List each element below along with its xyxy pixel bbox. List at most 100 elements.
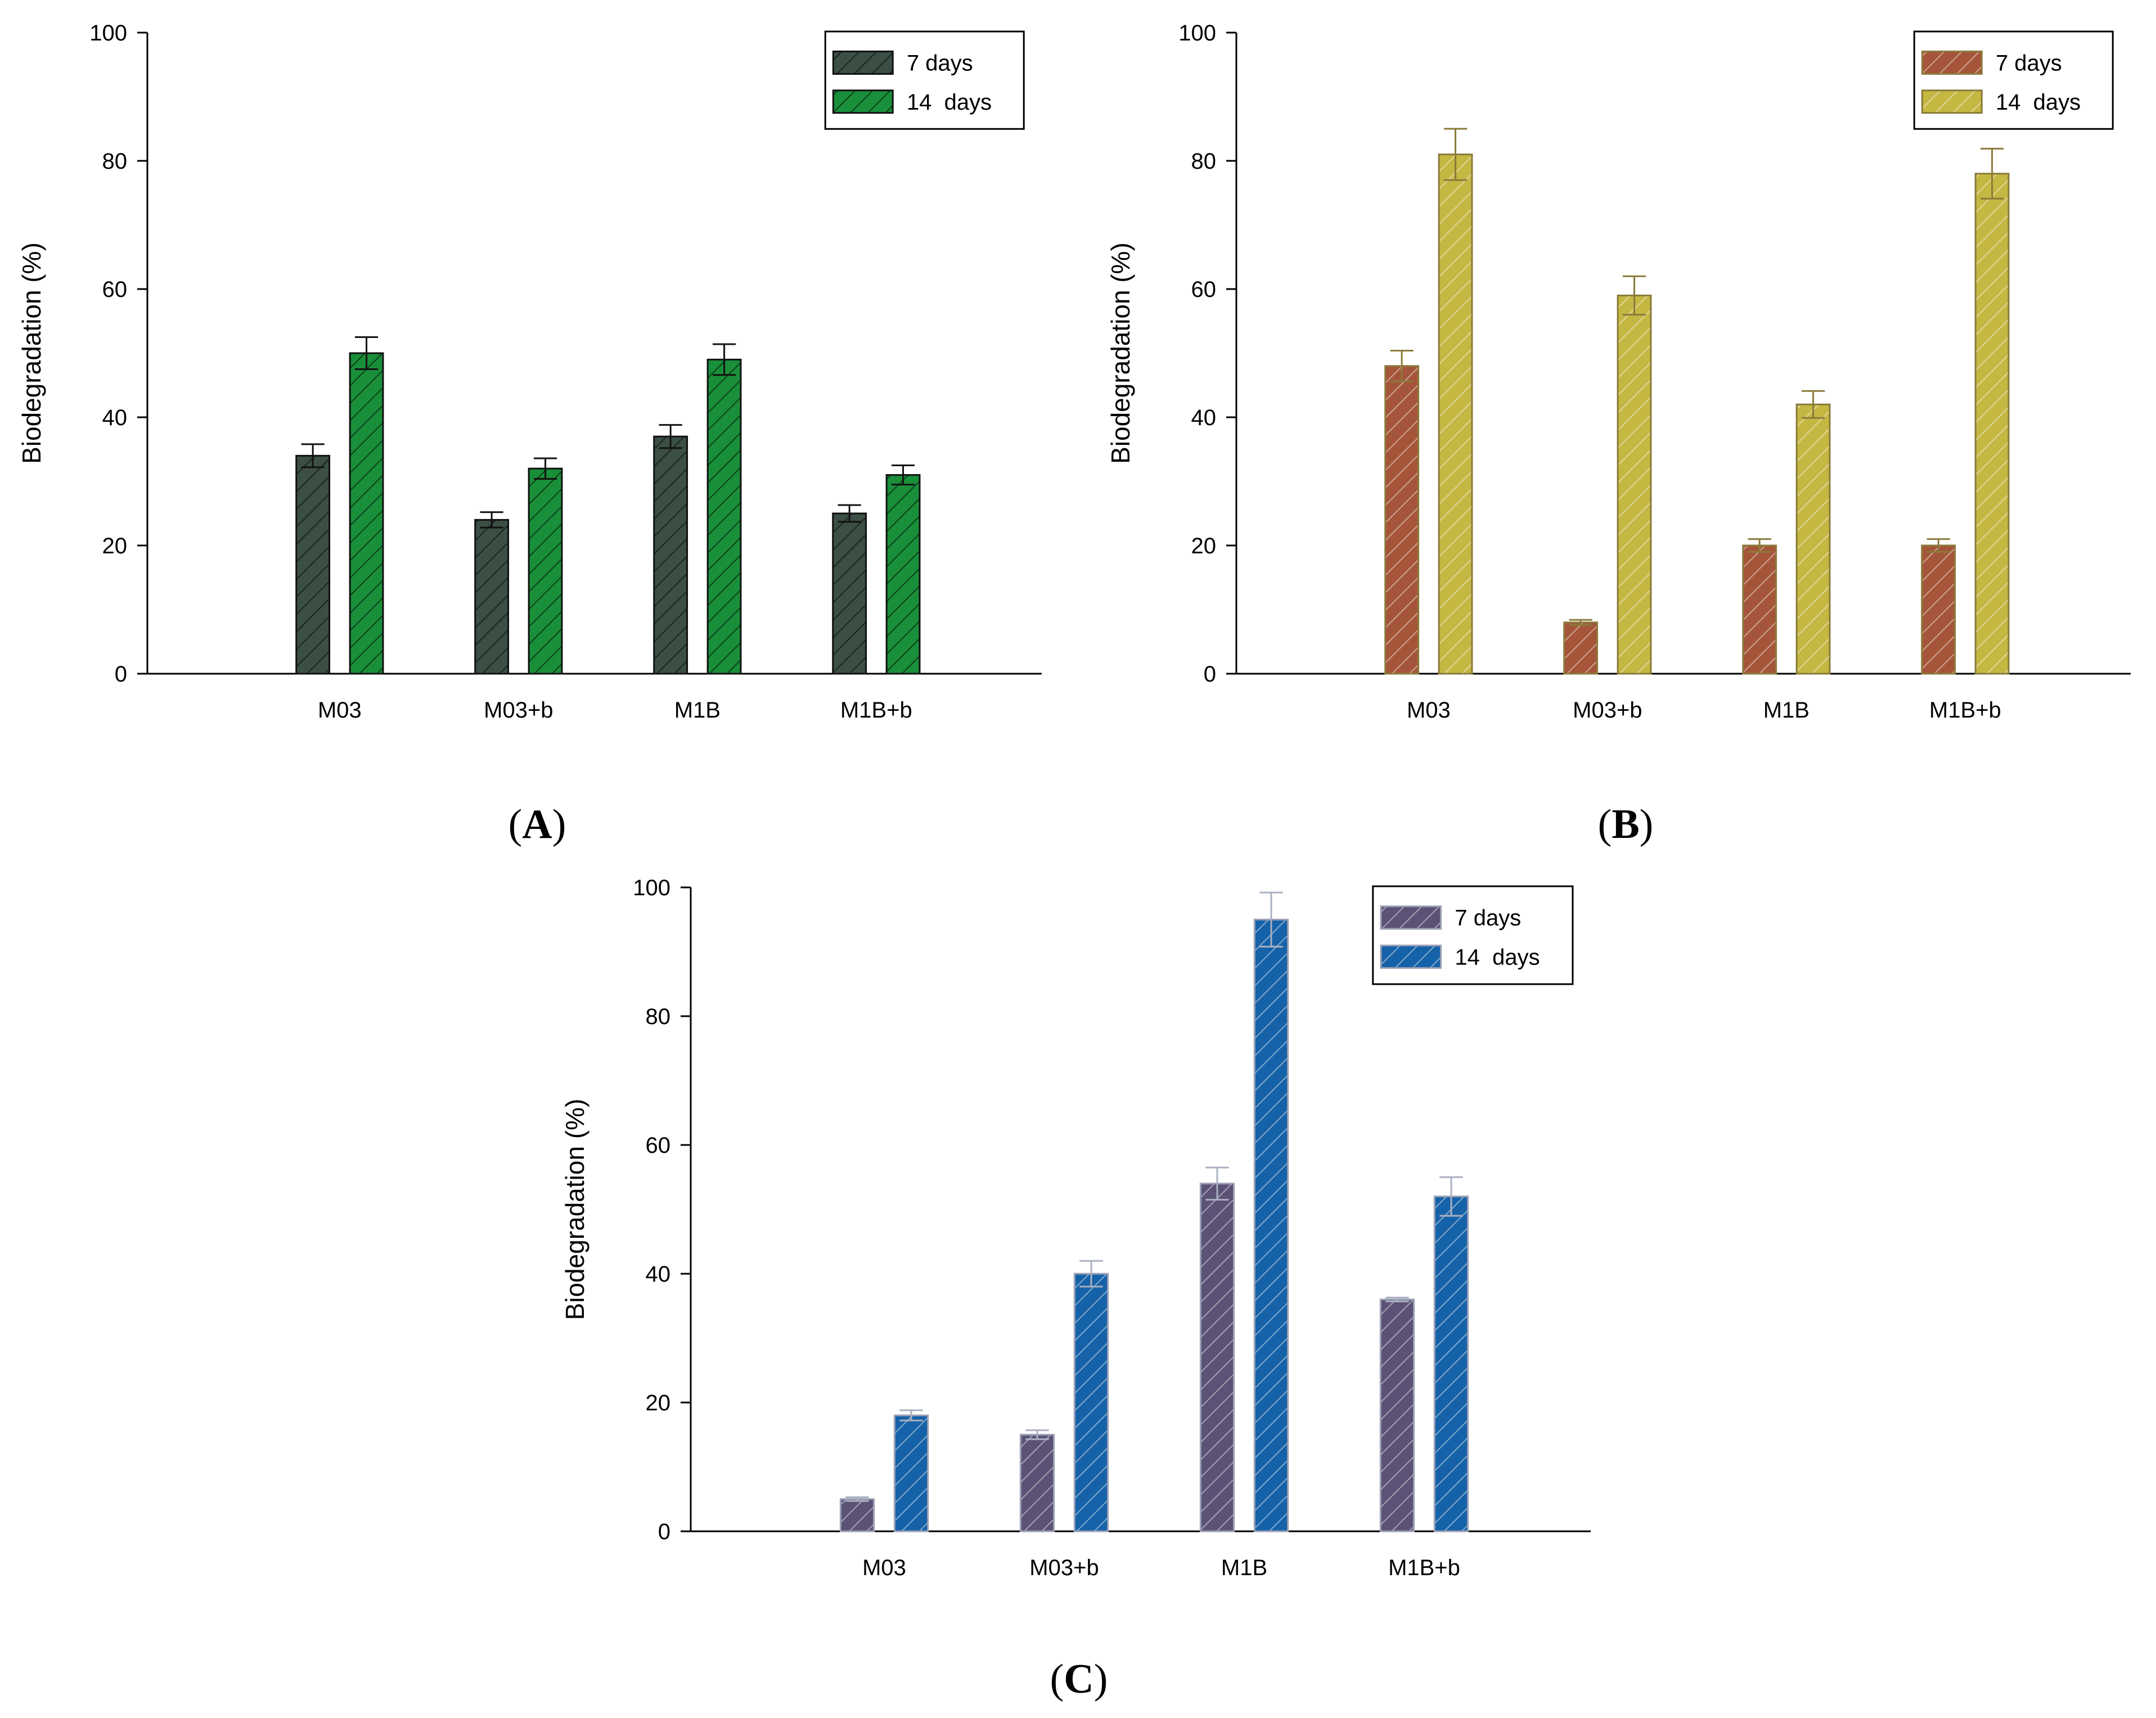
legend: 7 days 14 days [1913,30,2114,130]
legend: 7 days 14 days [1372,885,1574,985]
bar-m1b-series-1 [653,435,688,675]
bar-m03-plus-b-series-1 [1563,621,1599,675]
error-bar [1622,275,1646,316]
y-tick-label: 80 [102,149,128,174]
y-tick-label: 20 [1191,534,1217,558]
bar-m1b-series-1 [1199,1183,1235,1532]
y-tick-label: 60 [646,1133,671,1158]
bar-m1b-series-1 [1742,544,1777,675]
x-tick-label: M03 [1407,698,1451,723]
x-tick-label: M03 [862,1555,906,1580]
y-tick-label: 80 [1191,149,1217,174]
legend-swatch [1380,905,1442,930]
bar-m03-series-1 [839,1498,875,1532]
y-axis-label: Biodegradation (%) [17,242,46,464]
x-tick-label: M1B+b [1388,1555,1460,1580]
bar-m1b-series-2 [706,358,742,675]
y-axis-label: Biodegradation (%) [560,1099,589,1320]
error-bar [1025,1429,1049,1440]
panel-c-label: (C) [1050,1656,1108,1702]
error-bar [712,343,736,376]
error-bar [1748,538,1771,553]
error-bar [1385,1296,1409,1302]
error-bar [480,511,503,529]
y-tick-label: 20 [646,1391,671,1415]
bar-m1b-plus-b-series-1 [832,512,867,675]
x-tick-label: M03 [318,698,362,723]
bar-m1b-plus-b-series-1 [1379,1298,1415,1532]
error-bar [301,443,325,468]
panel-a-chart: 0 20 40 60 80 100 Biodegradation (%) M03 M03+b M1… [17,21,1042,723]
x-tick-label: M1B [674,698,721,723]
bar-m03-series-1 [295,454,331,675]
bar-m03-series-2 [893,1414,929,1532]
bar-m1b-plus-b-series-2 [1433,1196,1469,1532]
x-tick-label: M1B+b [1929,698,2001,723]
bar-m1b-plus-b-series-1 [1921,544,1956,675]
legend-label: 7 days [1455,906,1521,931]
bar-m1b-plus-b-series-2 [885,474,921,675]
bar-m03-plus-b-series-1 [1019,1433,1055,1532]
y-axis-label: Biodegradation (%) [1106,242,1135,464]
x-tick-label: M03+b [1029,1555,1099,1580]
x-tick-label: M1B+b [840,698,912,723]
error-bar [1801,390,1825,419]
bar-m03-plus-b-series-2 [528,467,563,675]
x-tick-label: M1B [1763,698,1810,723]
error-bar [659,424,682,449]
legend-label: 14 days [1996,90,2081,115]
bar-m03-plus-b-series-1 [474,518,510,675]
bar-m1b-series-2 [1795,403,1831,675]
bar-m03-series-1 [1384,365,1420,675]
error-bar [899,1409,923,1422]
legend-label: 14 days [1455,945,1540,970]
y-tick-label: 0 [115,662,127,687]
error-bar [1390,349,1414,382]
error-bar [1927,538,1950,553]
x-tick-label: M03+b [1573,698,1642,723]
error-bar [1205,1166,1229,1201]
y-tick-label: 0 [658,1519,670,1544]
legend-swatch [832,50,894,75]
y-tick-label: 60 [102,277,128,302]
legend-swatch [1921,50,1983,75]
bar-m03-plus-b-series-2 [1617,294,1652,675]
bar-m1b-plus-b-series-2 [1974,173,2010,675]
legend-label: 7 days [1996,51,2062,75]
legend-swatch [1921,89,1983,114]
y-tick-label: 100 [89,21,127,46]
bar-m03-plus-b-series-2 [1073,1273,1109,1532]
x-tick-label: M03+b [484,698,553,723]
error-bar [1259,891,1283,948]
bar-m03-series-2 [349,352,384,675]
y-tick-label: 0 [1204,662,1216,687]
error-bar [1980,147,2004,200]
legend-label: 7 days [907,51,973,75]
legend-swatch [832,89,894,114]
error-bar [354,336,379,370]
bar-m03-series-2 [1438,154,1473,675]
panel-b-chart: 0 20 40 60 80 100 Biodegradation (%) M03 M03+b M1… [1106,21,2131,723]
y-tick-label: 20 [102,534,128,558]
y-tick-label: 60 [1191,277,1217,302]
y-tick-label: 40 [646,1262,671,1287]
error-bar [1443,128,1468,181]
error-bar [533,457,557,480]
legend-label: 14 days [907,90,992,115]
panel-a-label: (A) [508,801,566,847]
y-tick-label: 40 [102,405,128,430]
legend: 7 days 14 days [824,30,1025,130]
panel-c-chart: 0 20 40 60 80 100 Biodegradation (%) M03 M03+b M1… [560,876,1591,1580]
y-tick-label: 40 [1191,405,1217,430]
error-bar [845,1496,869,1502]
error-bar [1569,619,1592,626]
error-bar [891,465,915,486]
bar-m1b-series-2 [1253,918,1289,1532]
error-bar [1439,1176,1463,1217]
legend-swatch [1380,944,1442,969]
error-bar [1079,1260,1103,1288]
y-tick-label: 80 [646,1004,671,1029]
x-tick-label: M1B [1221,1555,1267,1580]
panel-b-label: (B) [1598,801,1654,847]
